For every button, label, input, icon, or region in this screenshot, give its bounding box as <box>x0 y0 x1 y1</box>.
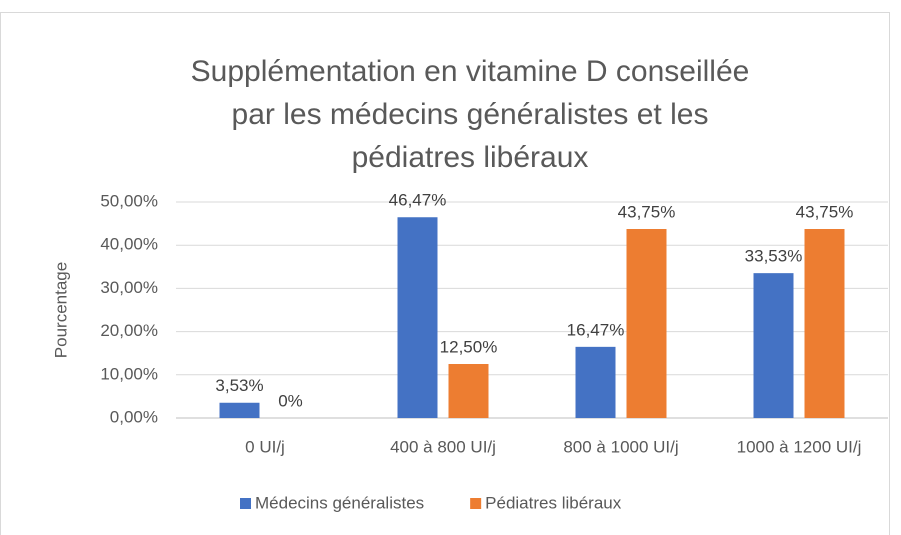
bar <box>448 364 489 418</box>
bar <box>804 229 845 418</box>
chart-title: Supplémentation en vitamine D conseillée… <box>190 55 750 174</box>
bar <box>753 273 794 418</box>
y-tick-label: 40,00% <box>100 235 158 254</box>
x-tick-label: 400 à 800 UI/j <box>390 437 496 456</box>
y-axis-label: Pourcentage <box>51 262 70 358</box>
x-tick-label: 1000 à 1200 UI/j <box>737 437 862 456</box>
data-label: 43,75% <box>618 202 676 221</box>
y-tick-label: 0,00% <box>110 407 158 426</box>
y-tick-label: 50,00% <box>100 191 158 210</box>
x-tick-label: 800 à 1000 UI/j <box>563 437 678 456</box>
bar <box>219 402 260 418</box>
y-tick-label: 20,00% <box>100 321 158 340</box>
data-label: 0% <box>278 391 303 410</box>
legend-swatch <box>240 498 251 509</box>
bar <box>575 346 616 418</box>
x-tick-label: 0 UI/j <box>245 437 285 456</box>
data-label: 33,53% <box>745 247 803 266</box>
bar <box>397 217 438 418</box>
chart-border <box>0 12 890 535</box>
data-label: 12,50% <box>440 337 498 356</box>
data-label: 16,47% <box>567 320 625 339</box>
y-tick-label: 30,00% <box>100 278 158 297</box>
y-tick-label: 10,00% <box>100 364 158 383</box>
data-label: 46,47% <box>389 191 447 210</box>
data-label: 43,75% <box>796 202 854 221</box>
legend-label: Médecins généralistes <box>255 493 424 512</box>
data-label: 3,53% <box>215 376 263 395</box>
bar <box>626 229 667 418</box>
legend-label: Pédiatres libéraux <box>485 493 622 512</box>
legend-swatch <box>470 498 482 509</box>
